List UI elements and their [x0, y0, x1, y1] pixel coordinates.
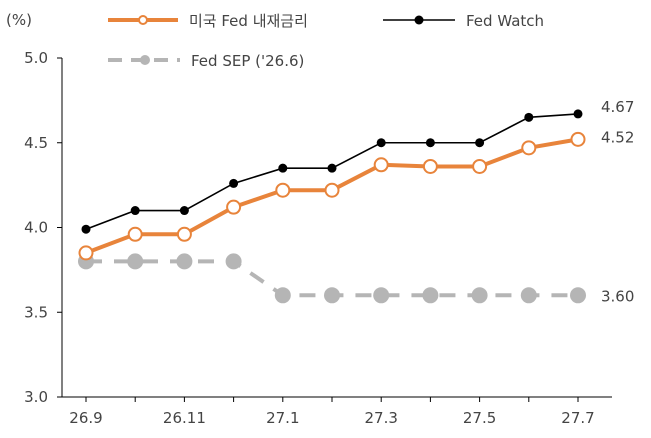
y-tick-label: 5.0	[24, 49, 48, 67]
x-tick-label: 26.9	[69, 409, 102, 427]
y-unit-label: (%)	[6, 11, 32, 29]
y-tick-label: 3.0	[24, 388, 48, 406]
data-point	[425, 138, 435, 148]
legend-swatch-marker	[138, 15, 148, 25]
data-point	[520, 287, 537, 304]
y-tick-label: 4.5	[24, 134, 48, 152]
data-point	[521, 140, 537, 156]
data-point	[570, 131, 586, 147]
data-point	[226, 199, 242, 215]
data-point	[278, 163, 288, 173]
series-1: 4.67	[81, 98, 634, 234]
x-tick-label: 26.11	[163, 409, 206, 427]
legend-label: 미국 Fed 내재금리	[189, 12, 308, 30]
x-tick-label: 27.3	[364, 409, 397, 427]
data-point	[376, 138, 386, 148]
legend-label: Fed SEP ('26.6)	[191, 52, 304, 70]
data-point	[127, 226, 143, 242]
data-point	[324, 287, 340, 304]
data-point	[471, 287, 488, 304]
legend-swatch-marker	[414, 15, 424, 25]
data-point	[327, 163, 337, 173]
data-point	[130, 206, 140, 216]
legend: 미국 Fed 내재금리 Fed Watch Fed SEP ('26.6)	[108, 12, 544, 70]
data-point	[127, 253, 144, 270]
data-point	[524, 112, 534, 122]
data-point	[78, 245, 94, 261]
data-point	[475, 138, 485, 148]
data-point	[472, 158, 488, 174]
data-point	[422, 287, 439, 304]
legend-swatch-marker	[140, 55, 150, 65]
data-point	[179, 206, 189, 216]
series-2: 3.60	[78, 253, 634, 305]
x-tick-label: 27.7	[561, 409, 594, 427]
series-layer: 3.60 4.52 4.67	[78, 98, 634, 305]
end-value-label: 4.52	[601, 128, 634, 146]
data-point	[422, 158, 438, 174]
data-point	[373, 287, 390, 304]
end-value-label: 4.67	[601, 98, 634, 116]
x-axis: 26.9 26.11 27.1 27.3 27.5 27.7	[62, 396, 612, 427]
data-point	[570, 287, 586, 304]
data-point	[229, 178, 239, 188]
legend-label: Fed Watch	[466, 12, 544, 30]
data-point	[274, 287, 291, 304]
data-point	[275, 182, 291, 198]
data-point	[176, 226, 192, 242]
data-point	[324, 182, 340, 198]
data-point	[225, 253, 242, 270]
data-point	[81, 224, 91, 234]
data-point	[373, 157, 389, 173]
series-0: 4.52	[78, 128, 634, 261]
y-tick-label: 3.5	[24, 303, 48, 321]
data-point	[573, 109, 583, 119]
data-point	[176, 253, 193, 270]
y-tick-label: 4.0	[24, 219, 48, 237]
x-tick-label: 27.5	[463, 409, 496, 427]
end-value-label: 3.60	[601, 287, 634, 305]
x-tick-label: 27.1	[266, 409, 299, 427]
y-axis: 3.0 3.5 4.0 4.5 5.0	[24, 49, 63, 406]
